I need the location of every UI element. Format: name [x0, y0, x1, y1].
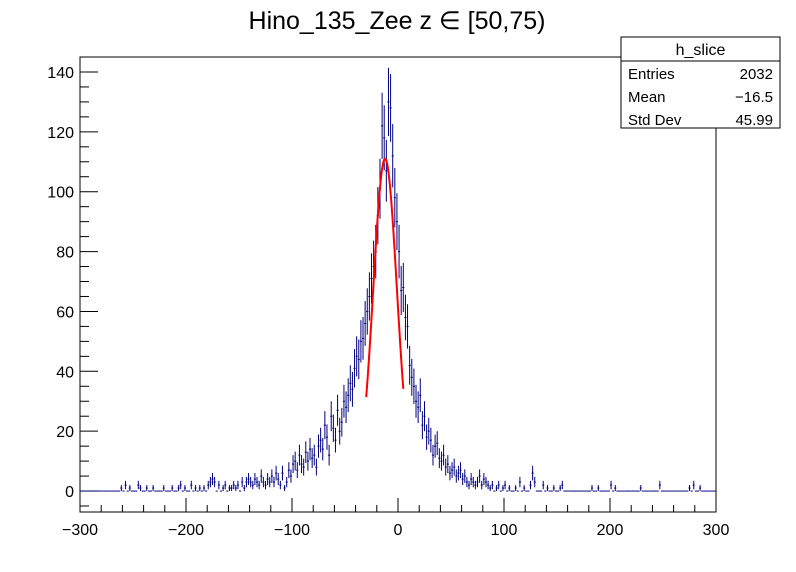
stats-mean-value: −16.5	[735, 89, 773, 106]
stats-box: h_slice Entries 2032 Mean −16.5 Std Dev …	[620, 36, 781, 129]
y-tick-label: 140	[47, 65, 74, 82]
y-tick-label: 20	[56, 424, 74, 441]
x-axis: −300 −200 −100 0 100 200 300	[62, 498, 729, 539]
stats-mean-label: Mean	[628, 89, 666, 106]
x-tick-label: 0	[394, 522, 403, 539]
y-tick-label: 100	[47, 185, 74, 202]
y-tick-label: 80	[56, 245, 74, 262]
stats-box-frame	[620, 36, 781, 129]
stats-stddev-value: 45.99	[735, 112, 773, 129]
x-tick-label: 200	[597, 522, 624, 539]
stats-entries-value: 2032	[740, 66, 773, 83]
x-tick-label: −200	[168, 522, 204, 539]
y-tick-label: 120	[47, 125, 74, 142]
stats-entries-label: Entries	[628, 66, 675, 83]
y-tick-label: 40	[56, 364, 74, 381]
stats-title: h_slice	[676, 42, 726, 59]
x-tick-label: −100	[274, 522, 310, 539]
gaussian-fit-curve	[365, 157, 405, 398]
y-axis: 0 20 40 60 80 100 120 140	[47, 56, 98, 507]
histogram-bins	[80, 67, 716, 492]
stats-stddev-label: Std Dev	[628, 112, 682, 129]
y-tick-label: 0	[65, 484, 74, 501]
chart-title: Hino_135_Zee z ∈ [50,75)	[249, 7, 546, 35]
y-tick-label: 60	[56, 304, 74, 321]
x-tick-label: 300	[703, 522, 730, 539]
x-tick-label: −300	[62, 522, 98, 539]
x-tick-label: 100	[491, 522, 518, 539]
